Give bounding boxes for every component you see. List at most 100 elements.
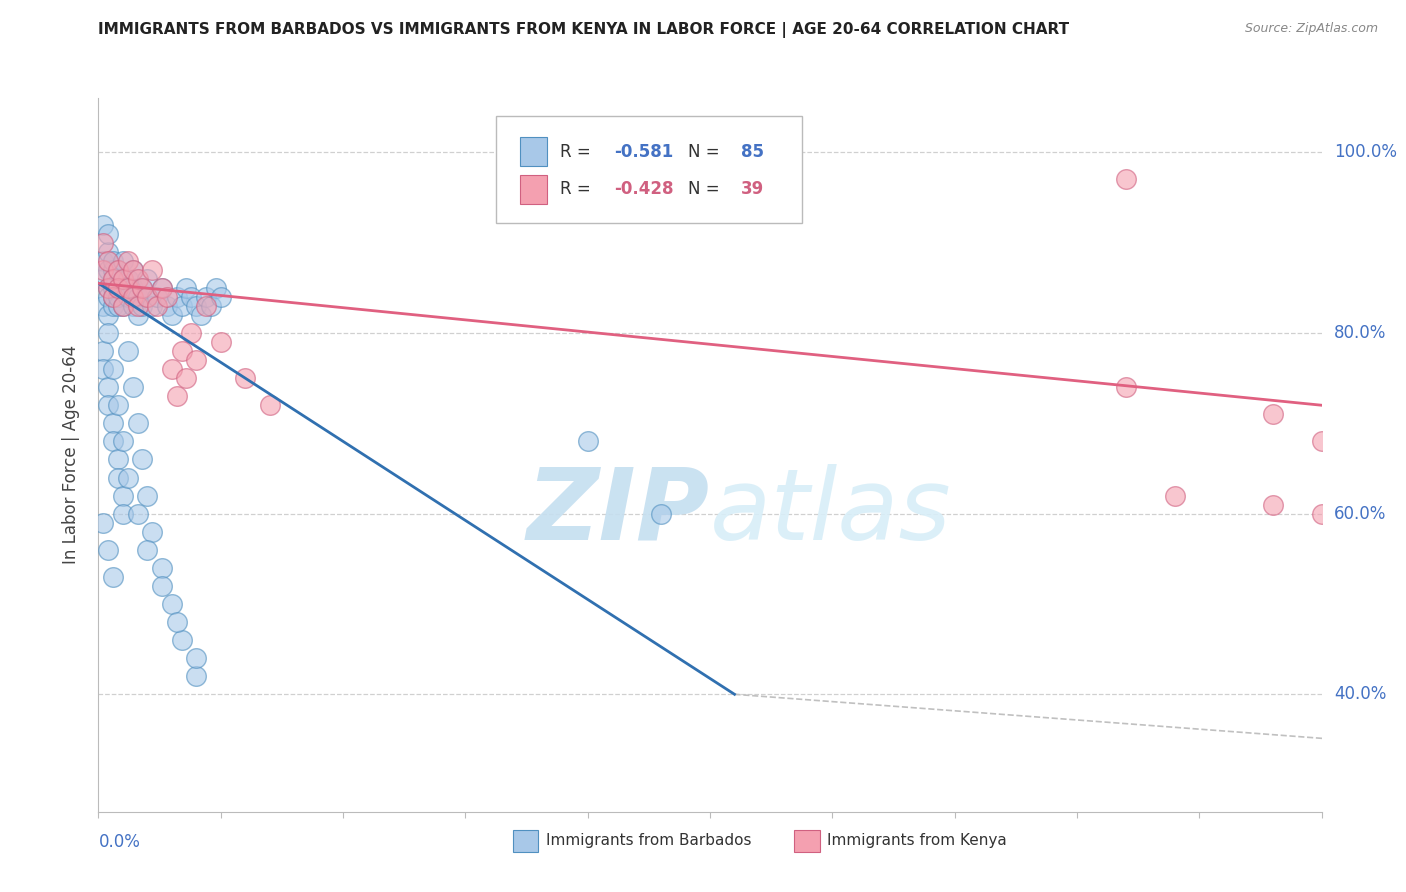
Point [186,299,208,313]
Point [107,262,129,277]
Point [107,452,129,467]
Text: -0.581: -0.581 [614,143,673,161]
Point [650,507,672,521]
Point [205,281,228,295]
Text: ZIP: ZIP [527,464,710,560]
Point [156,290,179,304]
Point [166,290,188,304]
Text: 39: 39 [741,180,763,198]
Point [127,417,149,431]
Point [176,281,198,295]
Point [91,253,114,268]
Point [136,542,159,557]
Point [127,299,149,313]
Text: N =: N = [688,180,725,198]
Text: 85: 85 [741,143,763,161]
Point [186,651,208,665]
Point [107,299,129,313]
Point [166,389,188,403]
Point [107,290,129,304]
Point [1164,489,1187,503]
Point [97,281,120,295]
Point [121,262,143,277]
Point [91,516,114,530]
Point [121,281,143,295]
Text: 80.0%: 80.0% [1334,324,1386,342]
Point [209,290,232,304]
Point [136,290,159,304]
Point [97,227,120,241]
Point [101,290,124,304]
Point [141,262,163,277]
Point [170,633,193,648]
Point [117,470,139,484]
Bar [520,175,547,203]
Point [107,281,129,295]
Point [121,290,143,304]
Point [186,669,208,683]
Point [97,281,120,295]
Point [176,371,198,385]
Point [117,253,139,268]
Point [127,272,149,286]
Text: -0.428: -0.428 [614,180,673,198]
Point [160,362,183,376]
Point [101,281,124,295]
Point [180,326,202,340]
Point [150,281,173,295]
Point [146,290,169,304]
Text: Immigrants from Barbados: Immigrants from Barbados [546,833,751,848]
Point [107,470,129,484]
Point [101,434,124,449]
Point [111,253,134,268]
Point [101,299,124,313]
Point [97,244,120,259]
FancyBboxPatch shape [496,116,801,223]
Text: IMMIGRANTS FROM BARBADOS VS IMMIGRANTS FROM KENYA IN LABOR FORCE | AGE 20-64 COR: IMMIGRANTS FROM BARBADOS VS IMMIGRANTS F… [98,22,1070,38]
Point [150,281,173,295]
Point [111,272,134,286]
Point [97,262,120,277]
Point [150,579,173,593]
Point [160,597,183,611]
Point [107,281,129,295]
Point [1310,507,1333,521]
Point [101,262,124,277]
Point [121,380,143,394]
Point [97,290,120,304]
Text: Source: ZipAtlas.com: Source: ZipAtlas.com [1244,22,1378,36]
Text: Immigrants from Kenya: Immigrants from Kenya [827,833,1007,848]
Point [209,334,232,349]
Point [233,371,256,385]
Point [166,615,188,629]
Point [111,507,134,521]
Point [131,281,153,295]
Point [131,299,153,313]
Point [97,398,120,412]
Point [190,308,212,322]
Point [91,235,114,250]
Point [127,308,149,322]
Point [141,299,163,313]
Point [117,272,139,286]
Point [127,290,149,304]
Point [576,434,599,449]
Y-axis label: In Labor Force | Age 20-64: In Labor Force | Age 20-64 [62,345,80,565]
Point [117,281,139,295]
Point [101,253,124,268]
Point [91,218,114,232]
Point [1261,407,1284,421]
Point [136,272,159,286]
Point [200,299,222,313]
Point [97,380,120,394]
Point [127,507,149,521]
Point [97,542,120,557]
Point [259,398,281,412]
Point [170,344,193,359]
Text: R =: R = [560,180,596,198]
Point [101,290,124,304]
Point [101,570,124,584]
Point [156,299,179,313]
Point [121,262,143,277]
Point [101,417,124,431]
